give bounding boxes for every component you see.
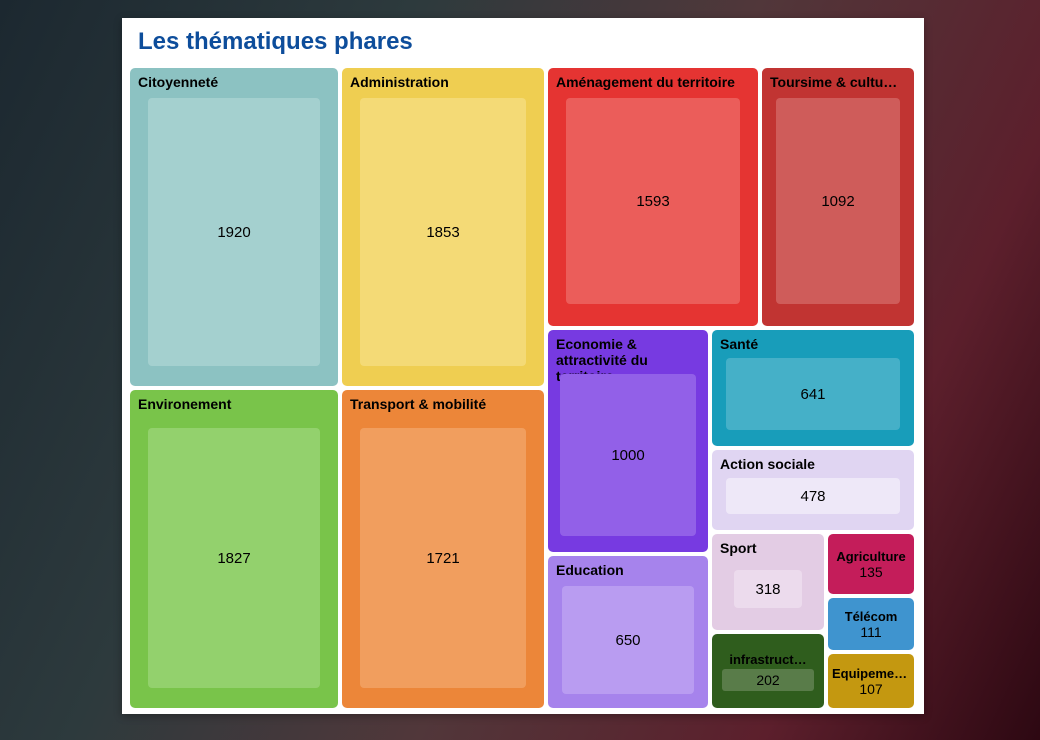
treemap-cell-agriculture[interactable]: Agriculture135	[828, 534, 914, 594]
cell-value: 318	[734, 570, 802, 608]
chart-panel: Les thématiques pharesCitoyenneté1920Adm…	[122, 18, 924, 714]
cell-label: Equipements	[832, 666, 910, 681]
cell-label: Télécom	[845, 609, 898, 624]
cell-label: infrastruct…	[729, 652, 806, 667]
treemap-cell-sport[interactable]: Sport 318	[712, 534, 824, 630]
treemap-cell-education[interactable]: Education 650	[548, 556, 708, 708]
cell-value: 111	[860, 624, 881, 640]
cell-value: 641	[726, 358, 900, 430]
cell-value: 202	[722, 669, 814, 691]
cell-value: 135	[859, 564, 882, 580]
treemap-cell-equipements[interactable]: Equipements107	[828, 654, 914, 708]
cell-label: Agriculture	[836, 549, 905, 564]
cell-value: 1827	[148, 428, 320, 688]
cell-value: 1000	[560, 374, 696, 536]
cell-label: Administration	[350, 74, 538, 90]
cell-value: 1920	[148, 98, 320, 366]
cell-value: 1092	[776, 98, 900, 304]
cell-value: 107	[859, 681, 882, 697]
treemap-cell-telecom[interactable]: Télécom111	[828, 598, 914, 650]
page-backdrop: Les thématiques pharesCitoyenneté1920Adm…	[0, 0, 1040, 740]
cell-value: 1721	[360, 428, 526, 688]
cell-label: Transport & mobilité	[350, 396, 538, 412]
cell-value: 650	[562, 586, 694, 694]
treemap-cell-economie[interactable]: Economie & attractivité du territoire100…	[548, 330, 708, 552]
cell-label: Environement	[138, 396, 332, 412]
treemap-cell-transport[interactable]: Transport & mobilité 1721	[342, 390, 544, 708]
cell-value: 1853	[360, 98, 526, 366]
treemap-cell-environnement[interactable]: Environement 1827	[130, 390, 338, 708]
treemap-cell-tourisme[interactable]: Toursime & cultu… 1092	[762, 68, 914, 326]
treemap-cell-citoyennete[interactable]: Citoyenneté 1920	[130, 68, 338, 386]
cell-label: Aménagement du territoire	[556, 74, 752, 90]
treemap-cell-actionsociale[interactable]: Action sociale 478	[712, 450, 914, 530]
treemap-cell-sante[interactable]: Santé 641	[712, 330, 914, 446]
treemap-cell-administration[interactable]: Administration 1853	[342, 68, 544, 386]
cell-label: Citoyenneté	[138, 74, 332, 90]
treemap: Citoyenneté1920Administration1853Environ…	[130, 68, 916, 708]
cell-label: Santé	[720, 336, 908, 352]
cell-label: Sport	[720, 540, 818, 556]
cell-label: Education	[556, 562, 702, 578]
cell-value: 1593	[566, 98, 740, 304]
treemap-cell-infrastructure[interactable]: infrastruct… 202	[712, 634, 824, 708]
cell-value: 478	[726, 478, 900, 514]
chart-title: Les thématiques phares	[122, 18, 924, 62]
cell-label: Action sociale	[720, 456, 908, 472]
treemap-cell-amenagement[interactable]: Aménagement du territoire 1593	[548, 68, 758, 326]
cell-label: Toursime & cultu…	[770, 74, 908, 90]
